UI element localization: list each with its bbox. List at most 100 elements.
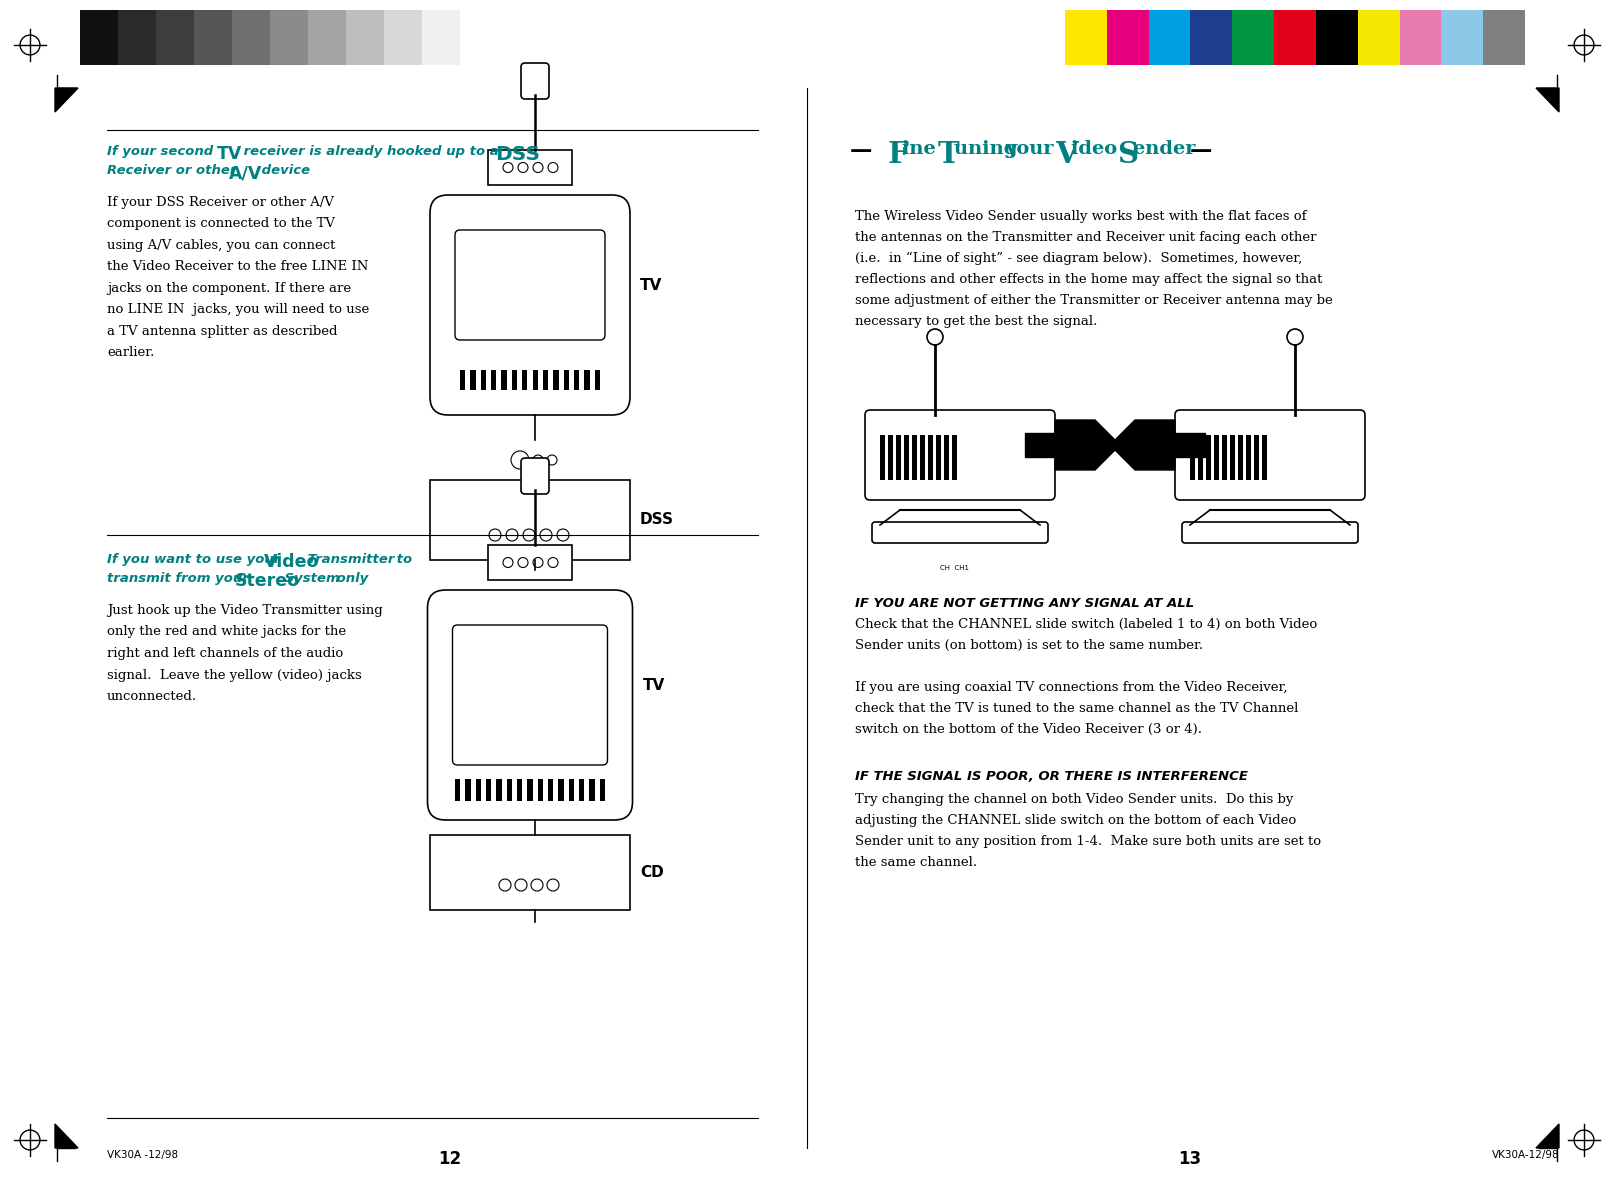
Bar: [549, 779, 554, 801]
Text: IF THE SIGNAL IS POOR, OR THERE IS INTERFERENCE: IF THE SIGNAL IS POOR, OR THERE IS INTER…: [855, 770, 1248, 783]
Bar: [1214, 435, 1219, 480]
Text: Stereo: Stereo: [236, 572, 300, 590]
FancyBboxPatch shape: [452, 625, 607, 765]
Text: ine: ine: [902, 140, 943, 158]
Bar: [584, 370, 589, 390]
Text: 12: 12: [439, 1150, 462, 1168]
Text: Receiver or other: Receiver or other: [107, 164, 240, 177]
Text: T: T: [938, 140, 960, 169]
Bar: [270, 9, 308, 65]
Text: Just hook up the Video Transmitter using
only the red and white jacks for the
ri: Just hook up the Video Transmitter using…: [107, 604, 383, 703]
Bar: [118, 9, 157, 65]
Circle shape: [549, 163, 558, 172]
Bar: [880, 435, 884, 480]
Circle shape: [518, 163, 528, 172]
Bar: [920, 435, 925, 480]
Bar: [1190, 435, 1194, 480]
Text: A/V: A/V: [229, 164, 263, 182]
Bar: [912, 435, 917, 480]
Bar: [487, 545, 571, 580]
Polygon shape: [1025, 433, 1056, 457]
FancyBboxPatch shape: [521, 457, 549, 494]
Circle shape: [507, 529, 518, 541]
Text: —: —: [851, 140, 873, 162]
Circle shape: [547, 880, 558, 891]
Bar: [1238, 435, 1243, 480]
Bar: [429, 835, 629, 910]
Circle shape: [549, 558, 558, 567]
Bar: [502, 370, 507, 390]
Bar: [944, 435, 949, 480]
Text: only: only: [332, 572, 368, 585]
Bar: [81, 9, 118, 65]
Bar: [579, 779, 584, 801]
Bar: [491, 370, 495, 390]
FancyBboxPatch shape: [455, 230, 605, 340]
Text: F: F: [878, 140, 909, 169]
Bar: [487, 150, 571, 185]
Bar: [558, 779, 563, 801]
Circle shape: [523, 529, 534, 541]
Text: Try changing the channel on both Video Sender units.  Do this by
adjusting the C: Try changing the channel on both Video S…: [855, 793, 1322, 869]
Text: your: your: [1006, 140, 1060, 158]
Circle shape: [533, 455, 542, 465]
Bar: [928, 435, 933, 480]
Bar: [481, 370, 486, 390]
Bar: [384, 9, 421, 65]
Text: —: —: [1190, 140, 1212, 162]
FancyBboxPatch shape: [1175, 410, 1365, 500]
Bar: [455, 779, 460, 801]
Bar: [460, 370, 465, 390]
Bar: [157, 9, 194, 65]
Polygon shape: [1056, 420, 1120, 470]
Text: Check that the CHANNEL slide switch (labeled 1 to 4) on both Video
Sender units : Check that the CHANNEL slide switch (lab…: [855, 618, 1317, 736]
Bar: [589, 779, 594, 801]
Bar: [497, 779, 502, 801]
Text: TV: TV: [641, 277, 662, 292]
FancyBboxPatch shape: [428, 590, 633, 821]
Polygon shape: [1537, 1124, 1559, 1148]
Bar: [345, 9, 384, 65]
Text: Transmitter: Transmitter: [303, 553, 394, 566]
Bar: [194, 9, 232, 65]
Circle shape: [926, 329, 943, 345]
Bar: [1231, 9, 1273, 65]
Bar: [528, 779, 533, 801]
Bar: [1315, 9, 1357, 65]
Circle shape: [504, 163, 513, 172]
FancyBboxPatch shape: [865, 410, 1056, 500]
Bar: [1191, 9, 1231, 65]
Circle shape: [512, 452, 529, 469]
Bar: [596, 370, 600, 390]
Text: DSS: DSS: [495, 145, 541, 164]
Text: receiver is already hooked up to a: receiver is already hooked up to a: [239, 145, 504, 158]
Bar: [523, 370, 528, 390]
Bar: [542, 370, 549, 390]
Circle shape: [557, 529, 570, 541]
Bar: [896, 435, 901, 480]
Text: If you want to use your: If you want to use your: [107, 553, 286, 566]
Polygon shape: [1537, 88, 1559, 112]
Bar: [1222, 435, 1227, 480]
Circle shape: [533, 163, 542, 172]
Circle shape: [547, 455, 557, 465]
Polygon shape: [55, 88, 77, 112]
Bar: [533, 370, 537, 390]
Bar: [507, 779, 512, 801]
Circle shape: [541, 529, 552, 541]
Text: TV: TV: [642, 678, 665, 692]
Text: to: to: [392, 553, 412, 566]
Bar: [429, 480, 629, 560]
Bar: [575, 370, 579, 390]
Bar: [470, 370, 476, 390]
FancyBboxPatch shape: [872, 522, 1047, 544]
Text: TV: TV: [216, 145, 242, 163]
Bar: [568, 779, 575, 801]
Circle shape: [504, 558, 513, 567]
Text: CH  CH1: CH CH1: [939, 565, 968, 571]
Text: ender: ender: [1133, 140, 1202, 158]
Bar: [904, 435, 909, 480]
Polygon shape: [1175, 433, 1206, 457]
Text: 13: 13: [1178, 1150, 1201, 1168]
Bar: [516, 779, 523, 801]
